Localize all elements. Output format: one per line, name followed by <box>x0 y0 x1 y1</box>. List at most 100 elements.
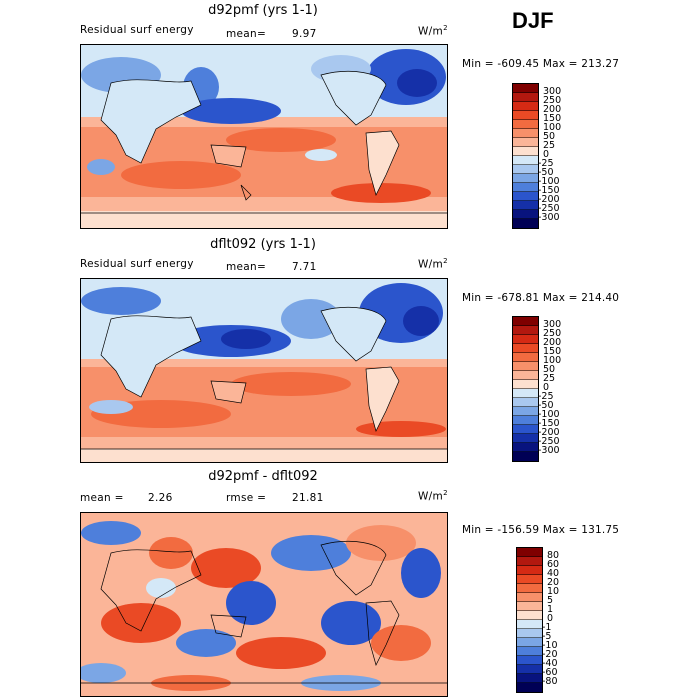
panel1-mean-value: 9.97 <box>292 28 317 40</box>
colorbar-tick-label: 25 <box>543 373 556 384</box>
panel2-colorbar-ticks: 300 250 200 150 100 50 25 0 -25 -50 -100 -150 -200 -2… <box>538 316 583 460</box>
panel1-minmax: Min = -609.45 Max = 213.27 <box>462 58 619 70</box>
panel1-map-field <box>81 45 447 228</box>
panel3-mean-label: mean = <box>80 492 124 504</box>
colorbar-swatch <box>513 210 538 219</box>
colorbar-swatch <box>513 344 538 353</box>
colorbar-swatch <box>517 566 542 575</box>
panel2-min-label: Min = <box>462 292 494 304</box>
panel3-units-exp: 2 <box>443 489 448 497</box>
colorbar-tick-label: -10 <box>542 640 558 651</box>
colorbar-tick-label: 250 <box>543 95 562 106</box>
colorbar-swatch <box>513 398 538 407</box>
colorbar-tick-label: -250 <box>538 203 560 214</box>
panel1-units: W/m2 <box>418 24 448 38</box>
panel1-colorbar <box>512 83 539 229</box>
panel1-mean-label: mean= <box>226 28 267 40</box>
colorbar-tick-label: 5 <box>547 595 554 606</box>
colorbar-tick-label: 100 <box>543 355 562 366</box>
colorbar-swatch <box>517 656 542 665</box>
colorbar-tick-label: -20 <box>542 649 558 660</box>
panel1-units-exp: 2 <box>443 24 448 32</box>
colorbar-swatch <box>513 111 538 120</box>
panel3-max-value: 131.75 <box>581 524 620 536</box>
colorbar-swatch <box>513 93 538 102</box>
colorbar-swatch <box>513 443 538 452</box>
colorbar-swatch <box>513 84 538 93</box>
panel2-variable-label: Residual surf energy <box>80 258 194 270</box>
colorbar-swatch <box>513 120 538 129</box>
colorbar-tick-label: 0 <box>543 149 550 160</box>
colorbar-swatch <box>513 317 538 326</box>
panel1-max-label: Max = <box>542 58 578 70</box>
colorbar-swatch <box>513 362 538 371</box>
colorbar-swatch <box>513 434 538 443</box>
panel2-title: dflt092 (yrs 1-1) <box>210 237 316 252</box>
panel3-title: d92pmf - dflt092 <box>208 469 318 484</box>
panel2-map <box>80 278 448 463</box>
colorbar-tick-label: -150 <box>538 418 560 429</box>
colorbar-tick-label: 200 <box>543 337 562 348</box>
panel3-mean-value: 2.26 <box>148 492 173 504</box>
panel2-colorbar <box>512 316 539 462</box>
colorbar-swatch <box>513 192 538 201</box>
colorbar-swatch <box>513 335 538 344</box>
colorbar-swatch <box>513 416 538 425</box>
panel2-max-value: 214.40 <box>581 292 620 304</box>
colorbar-tick-label: -50 <box>538 400 554 411</box>
colorbar-tick-label: -5 <box>542 631 552 642</box>
colorbar-tick-label: -25 <box>538 391 554 402</box>
colorbar-tick-label: 60 <box>547 559 560 570</box>
colorbar-swatch <box>517 557 542 566</box>
panel3-colorbar-ticks: 80 60 40 20 10 5 1 0 -1 -5 -10 -20 -40 -60 -80 <box>542 547 587 691</box>
colorbar-tick-label: 80 <box>547 550 560 561</box>
colorbar-tick-label: -40 <box>542 658 558 669</box>
colorbar-tick-label: -1 <box>542 622 552 633</box>
colorbar-tick-label: 40 <box>547 568 560 579</box>
colorbar-swatch <box>513 425 538 434</box>
colorbar-swatch <box>513 371 538 380</box>
panel2-minmax: Min = -678.81 Max = 214.40 <box>462 292 619 304</box>
colorbar-tick-label: 50 <box>543 131 556 142</box>
panel1-min-value: -609.45 <box>497 58 540 70</box>
colorbar-swatch <box>517 584 542 593</box>
colorbar-tick-label: 0 <box>543 382 550 393</box>
colorbar-tick-label: -80 <box>542 676 558 687</box>
panel1-title: d92pmf (yrs 1-1) <box>208 3 318 18</box>
panel3-units: W/m2 <box>418 489 448 503</box>
colorbar-swatch <box>513 219 538 228</box>
colorbar-swatch <box>513 165 538 174</box>
colorbar-swatch <box>513 174 538 183</box>
colorbar-swatch <box>513 102 538 111</box>
panel3-max-label: Max = <box>542 524 578 536</box>
colorbar-tick-label: 20 <box>547 577 560 588</box>
colorbar-swatch <box>517 602 542 611</box>
colorbar-swatch <box>513 407 538 416</box>
season-label: DJF <box>512 8 554 33</box>
colorbar-swatch <box>513 380 538 389</box>
colorbar-swatch <box>513 183 538 192</box>
colorbar-swatch <box>517 683 542 692</box>
panel3-minmax: Min = -156.59 Max = 131.75 <box>462 524 619 536</box>
panel1-colorbar-ticks: 300 250 200 150 100 50 25 0 -25 -50 -100 -150 -200 -2… <box>538 83 583 227</box>
colorbar-tick-label: 0 <box>547 613 554 624</box>
panel2-map-field <box>81 279 447 462</box>
colorbar-swatch <box>517 575 542 584</box>
colorbar-tick-label: -100 <box>538 176 560 187</box>
panel2-mean-label: mean= <box>226 261 267 273</box>
colorbar-swatch <box>517 629 542 638</box>
colorbar-tick-label: 200 <box>543 104 562 115</box>
colorbar-swatch <box>513 156 538 165</box>
colorbar-tick-label: 300 <box>543 319 562 330</box>
colorbar-swatch <box>517 548 542 557</box>
panel1-map <box>80 44 448 229</box>
panel2-min-value: -678.81 <box>497 292 540 304</box>
colorbar-swatch <box>517 593 542 602</box>
panel3-colorbar <box>516 547 543 693</box>
colorbar-tick-label: 100 <box>543 122 562 133</box>
colorbar-tick-label: -60 <box>542 667 558 678</box>
panel2-mean-value: 7.71 <box>292 261 317 273</box>
colorbar-tick-label: 10 <box>547 586 560 597</box>
panel3-map <box>80 512 448 697</box>
colorbar-swatch <box>513 138 538 147</box>
